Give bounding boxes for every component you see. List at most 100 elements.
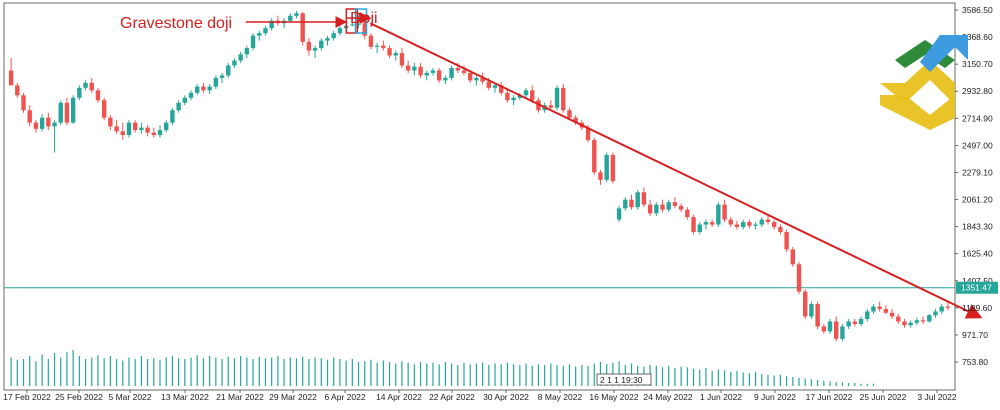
candle-body	[381, 45, 386, 49]
y-tick-label: 2714.90	[962, 113, 993, 123]
candle-body	[182, 97, 188, 103]
volume-bar	[66, 352, 68, 386]
volume-bar	[531, 365, 533, 386]
candle-body	[337, 28, 343, 34]
candle-body	[499, 85, 504, 93]
candle-body	[157, 130, 163, 136]
candle-body	[945, 306, 951, 308]
volume-bar	[519, 365, 521, 386]
volume-bar	[711, 371, 713, 386]
volume-bar	[190, 357, 192, 386]
gravestone-doji-label: Gravestone doji	[120, 15, 232, 32]
candle-body	[412, 66, 417, 71]
candle-body	[350, 24, 355, 26]
candle-body	[858, 318, 864, 324]
volume-bar	[171, 356, 174, 386]
candle-body	[740, 222, 746, 228]
candle-body	[846, 321, 851, 327]
volume-bar	[146, 359, 149, 386]
crosshair-label: 2 1 1 19:30	[600, 375, 643, 385]
candle-body	[722, 204, 727, 220]
volume-bar	[438, 364, 440, 386]
volume-bar	[854, 383, 856, 386]
candle-body	[27, 110, 32, 123]
volume-bar	[817, 380, 819, 386]
candle-body	[405, 65, 411, 71]
volume-bar	[326, 359, 329, 386]
volume-bar	[240, 356, 242, 386]
candle-body	[64, 102, 70, 123]
candle-body	[623, 199, 628, 209]
candle-body	[877, 306, 882, 310]
candle-body	[703, 222, 709, 225]
volume-bar	[29, 356, 31, 386]
volume-bar	[668, 365, 670, 386]
x-tick-label: 14 Apr 2022	[376, 392, 422, 402]
volume-bar	[804, 378, 806, 386]
volume-bar	[661, 367, 664, 386]
candle-body	[436, 70, 442, 81]
candle-body	[33, 122, 39, 129]
candle-body	[716, 204, 721, 225]
volume-bar	[357, 362, 360, 386]
x-tick-label: 25 Jun 2022	[860, 392, 907, 402]
candle-body	[548, 105, 554, 108]
candle-body	[461, 70, 467, 73]
volume-bar	[22, 359, 25, 386]
candle-body	[511, 97, 516, 101]
candle-body	[443, 77, 448, 81]
x-tick-label: 13 Mar 2022	[161, 392, 209, 402]
candle-body	[567, 110, 572, 118]
candle-body	[889, 312, 895, 317]
x-tick-label: 22 Apr 2022	[429, 392, 475, 402]
candle-body	[585, 127, 591, 141]
volume-bar	[246, 357, 248, 386]
candle-body	[554, 87, 560, 108]
candle-body	[83, 82, 88, 88]
volume-bar	[364, 361, 366, 386]
volume-bar	[593, 363, 595, 386]
candle-body	[784, 231, 789, 250]
candle-body	[840, 326, 845, 339]
volume-bar	[320, 358, 322, 386]
volume-bar	[500, 364, 502, 386]
x-tick-label: 3 Jul 2022	[917, 392, 956, 402]
volume-bar	[872, 383, 875, 386]
volume-bar	[829, 381, 831, 386]
x-tick-label: 9 Jun 2022	[754, 392, 796, 402]
candle-body	[145, 127, 150, 133]
volume-bar	[779, 374, 781, 386]
y-tick-label: 2279.10	[962, 167, 993, 177]
volume-bar	[717, 369, 719, 386]
volume-bar	[47, 359, 49, 386]
candle-body	[312, 48, 318, 51]
candle-body	[108, 117, 113, 127]
candle-body	[374, 45, 380, 47]
y-tick-label: 753.80	[962, 357, 988, 367]
candle-body	[368, 35, 374, 47]
candle-body	[747, 222, 752, 226]
volume-bar	[302, 356, 304, 386]
volume-bar	[401, 361, 403, 386]
volume-bar	[482, 362, 484, 386]
volume-bar	[488, 365, 490, 386]
candle-body	[914, 320, 920, 323]
candle-body	[852, 321, 858, 324]
candle-body	[610, 154, 616, 182]
candle-body	[871, 306, 876, 312]
volume-bar	[370, 359, 372, 386]
candle-body	[95, 90, 101, 101]
volume-bar	[60, 357, 62, 386]
candle-body	[523, 90, 529, 96]
y-tick-label: 1407.50	[962, 276, 993, 286]
candle-body	[561, 87, 566, 111]
volume-bar	[295, 358, 298, 386]
candle-body	[492, 85, 498, 88]
candle-body	[685, 209, 690, 218]
volume-bar	[134, 359, 136, 386]
y-tick-label: 1625.40	[962, 249, 993, 259]
candle-body	[641, 192, 647, 205]
x-tick-label: 17 Jun 2022	[806, 392, 853, 402]
candle-body	[176, 102, 181, 111]
volume-bar	[835, 382, 837, 386]
